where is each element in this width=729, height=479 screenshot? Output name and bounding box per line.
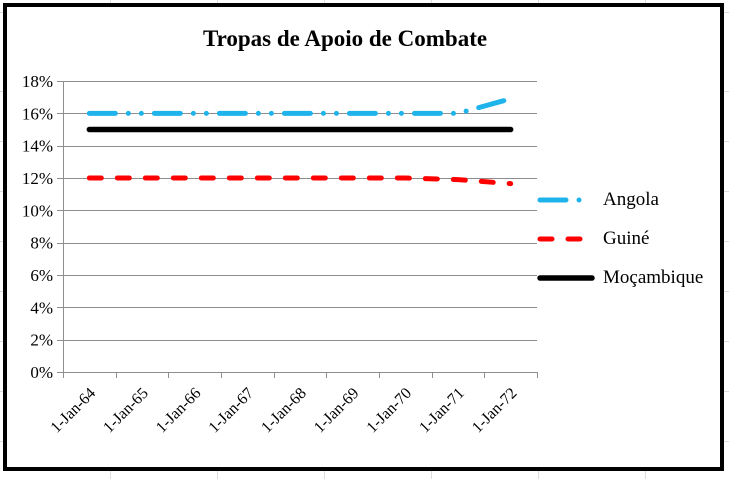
legend-item-guine: Guiné [537, 219, 727, 258]
legend-label: Angola [603, 188, 659, 210]
guine-line-swatch-icon [537, 236, 595, 241]
legend-item-angola: Angola [537, 180, 727, 219]
legend-item-mocambique: Moçambique [537, 258, 727, 297]
legend-label: Guiné [603, 227, 650, 249]
chart-title: Tropas de Apoio de Combate [202, 26, 488, 51]
legend-label: Moçambique [603, 266, 704, 288]
mocambique-line-swatch-icon [537, 274, 595, 281]
angola-line-swatch-icon [537, 197, 595, 202]
legend: Angola Guiné Moçambique [537, 180, 727, 297]
